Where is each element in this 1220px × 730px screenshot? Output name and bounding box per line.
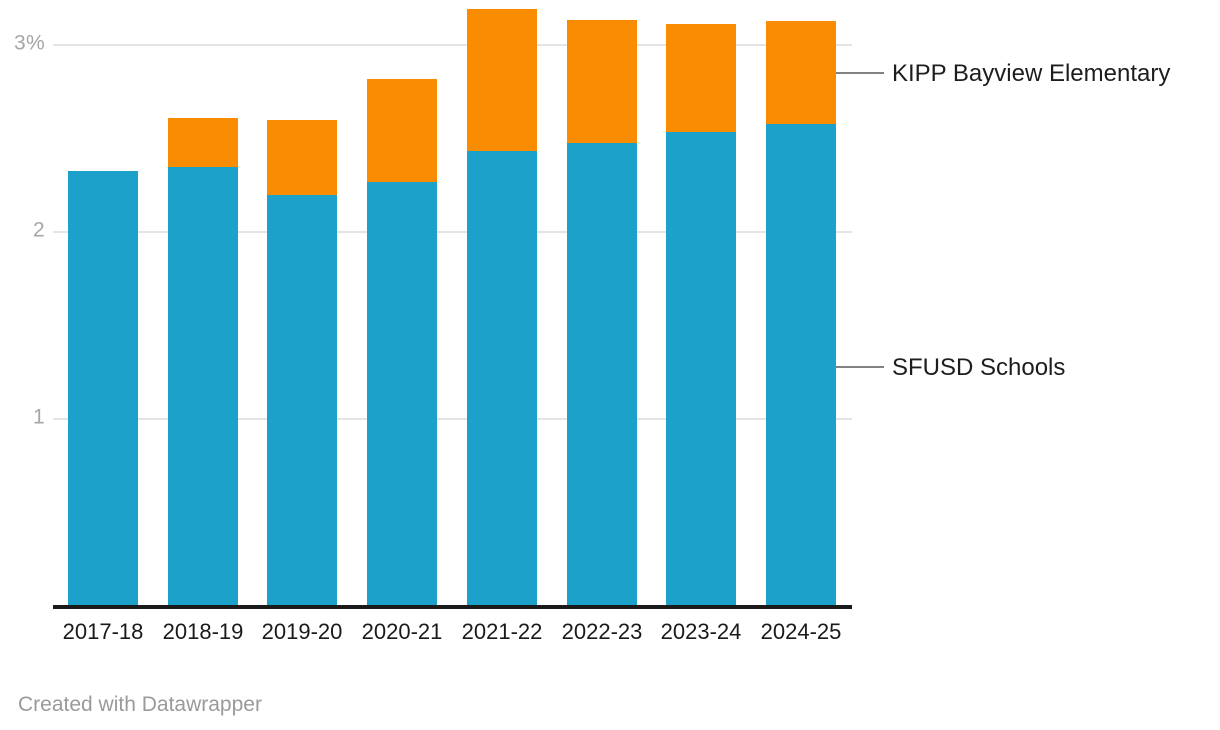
x-axis-tick-label-2023-24: 2023-24 [660, 619, 742, 644]
gridline-3 [53, 44, 852, 46]
gridline-1 [53, 418, 852, 420]
bar-segment-kipp-bayview-elementary-2023-24 [666, 24, 736, 132]
sfusd-series-label: SFUSD Schools [892, 354, 1066, 381]
x-axis-baseline [53, 605, 852, 609]
bar-segment-sfusd-schools-2022-23 [567, 143, 637, 605]
x-axis-tick-label-2020-21: 2020-21 [361, 619, 443, 644]
bar-segment-sfusd-schools-2020-21 [367, 182, 437, 605]
y-axis-tick-label-3: 3% [14, 31, 45, 55]
y-axis-tick-label-1: 1 [33, 405, 45, 429]
bar-segment-kipp-bayview-elementary-2018-19 [168, 118, 238, 167]
kipp-series-label: KIPP Bayview Elementary [892, 60, 1171, 87]
x-axis-tick-label-2024-25: 2024-25 [760, 619, 842, 644]
x-axis-tick-label-2019-20: 2019-20 [261, 619, 343, 644]
bar-segment-sfusd-schools-2021-22 [467, 151, 537, 605]
bar-segment-kipp-bayview-elementary-2021-22 [467, 9, 537, 151]
bar-segment-kipp-bayview-elementary-2020-21 [367, 79, 437, 182]
datawrapper-attribution-link[interactable]: Created with Datawrapper [18, 693, 262, 716]
x-axis-tick-label-2021-22: 2021-22 [461, 619, 543, 644]
bar-segment-kipp-bayview-elementary-2022-23 [567, 20, 637, 143]
bar-segment-sfusd-schools-2017-18 [68, 171, 138, 605]
x-axis-tick-label-2018-19: 2018-19 [162, 619, 244, 644]
bar-segment-kipp-bayview-elementary-2024-25 [766, 21, 836, 124]
x-axis-tick-label-2017-18: 2017-18 [62, 619, 144, 644]
gridline-2 [53, 231, 852, 233]
y-axis-tick-label-2: 2 [33, 218, 45, 242]
kipp-connector-line [836, 72, 884, 74]
bar-segment-sfusd-schools-2024-25 [766, 124, 836, 605]
bar-segment-sfusd-schools-2018-19 [168, 167, 238, 605]
bar-segment-sfusd-schools-2019-20 [267, 195, 337, 605]
bar-segment-kipp-bayview-elementary-2019-20 [267, 120, 337, 195]
bar-segment-sfusd-schools-2023-24 [666, 132, 736, 605]
sfusd-connector-line [836, 366, 884, 368]
x-axis-tick-label-2022-23: 2022-23 [561, 619, 643, 644]
